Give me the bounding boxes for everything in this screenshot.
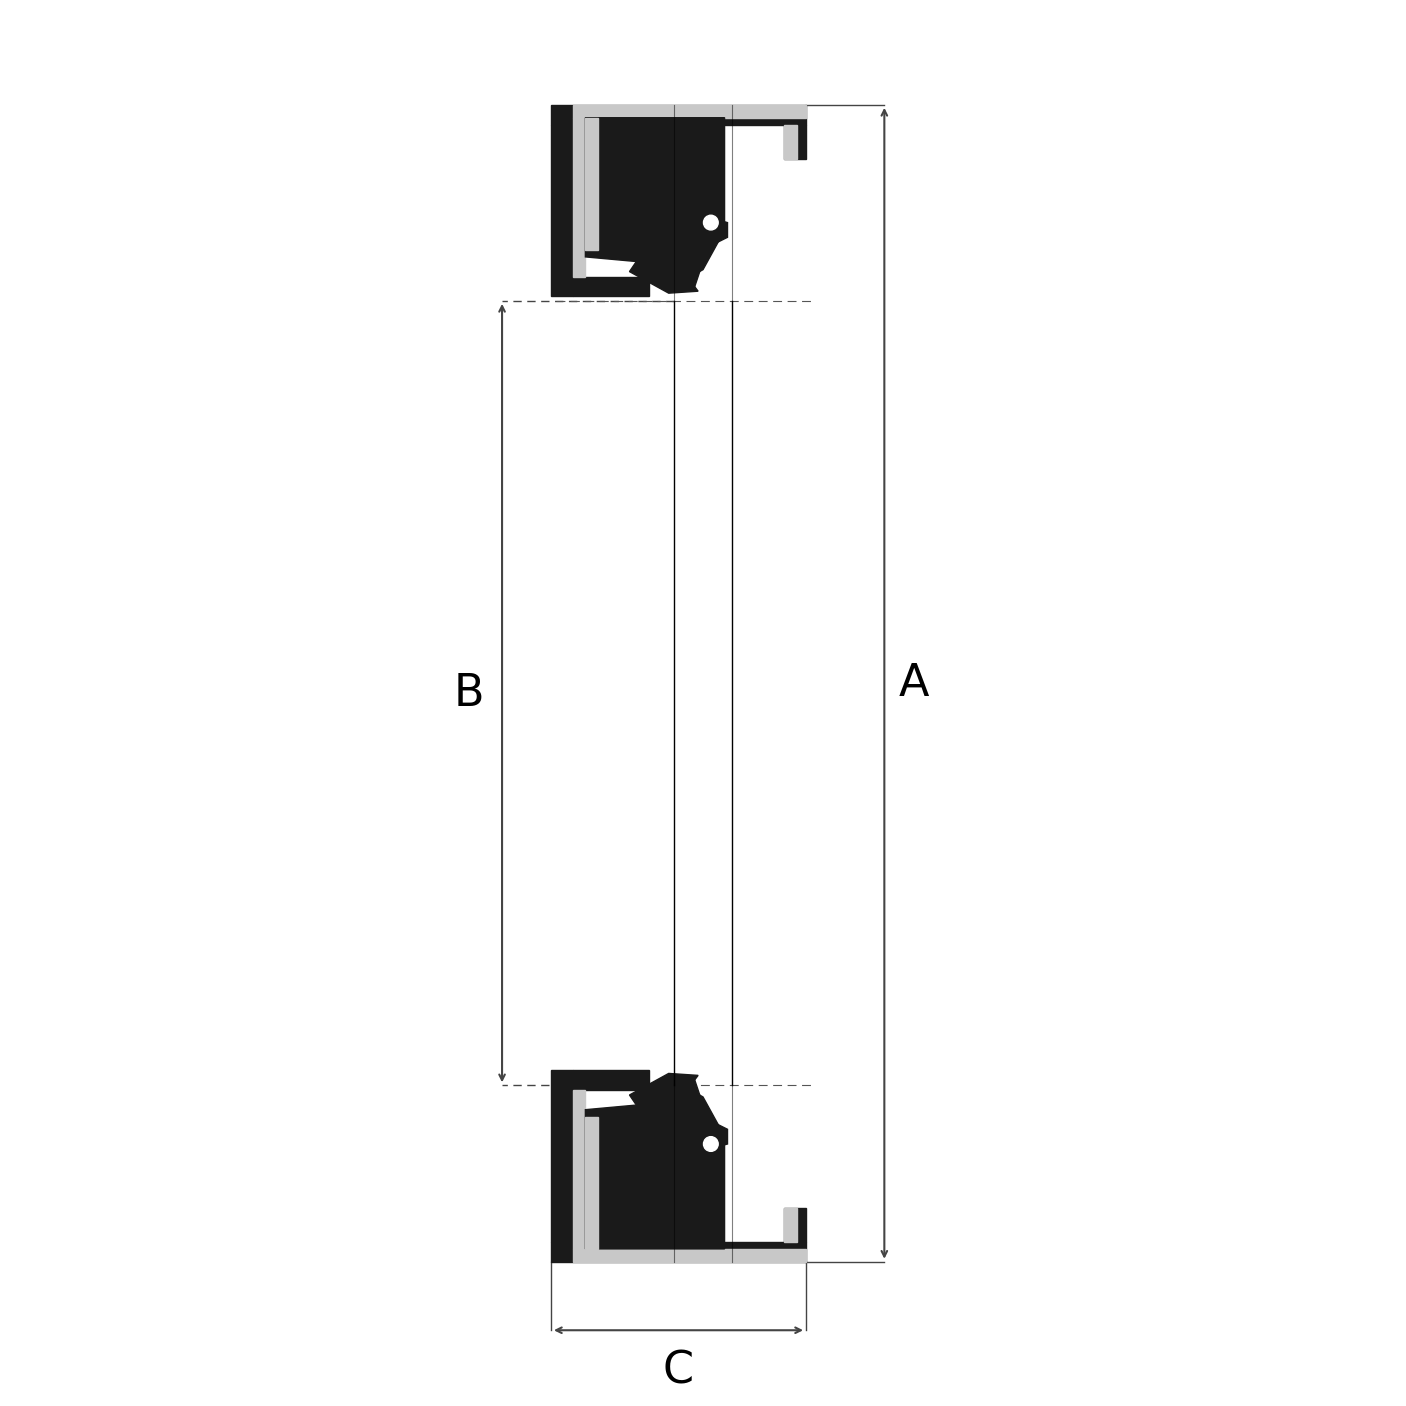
Bar xyxy=(572,1070,650,1090)
Polygon shape xyxy=(585,118,724,290)
Bar xyxy=(551,1241,806,1261)
Polygon shape xyxy=(585,1116,598,1249)
Text: C: C xyxy=(664,1350,695,1393)
Text: A: A xyxy=(898,662,929,704)
Circle shape xyxy=(703,215,718,231)
Polygon shape xyxy=(785,1208,806,1241)
Bar xyxy=(572,277,650,297)
Polygon shape xyxy=(630,250,699,294)
Polygon shape xyxy=(585,1077,724,1249)
Polygon shape xyxy=(785,1208,797,1241)
Polygon shape xyxy=(572,1090,585,1249)
Circle shape xyxy=(697,209,724,236)
Polygon shape xyxy=(659,202,727,291)
Bar xyxy=(551,125,572,297)
Polygon shape xyxy=(630,1073,699,1116)
Bar xyxy=(551,105,806,125)
Polygon shape xyxy=(572,1249,806,1261)
Text: B: B xyxy=(454,672,485,714)
Circle shape xyxy=(703,1136,718,1152)
Polygon shape xyxy=(572,105,806,118)
Polygon shape xyxy=(659,1076,727,1164)
Polygon shape xyxy=(785,125,797,159)
Polygon shape xyxy=(785,125,806,159)
Polygon shape xyxy=(585,118,598,250)
Bar xyxy=(551,1070,572,1241)
Circle shape xyxy=(697,1130,724,1157)
Polygon shape xyxy=(572,118,585,277)
